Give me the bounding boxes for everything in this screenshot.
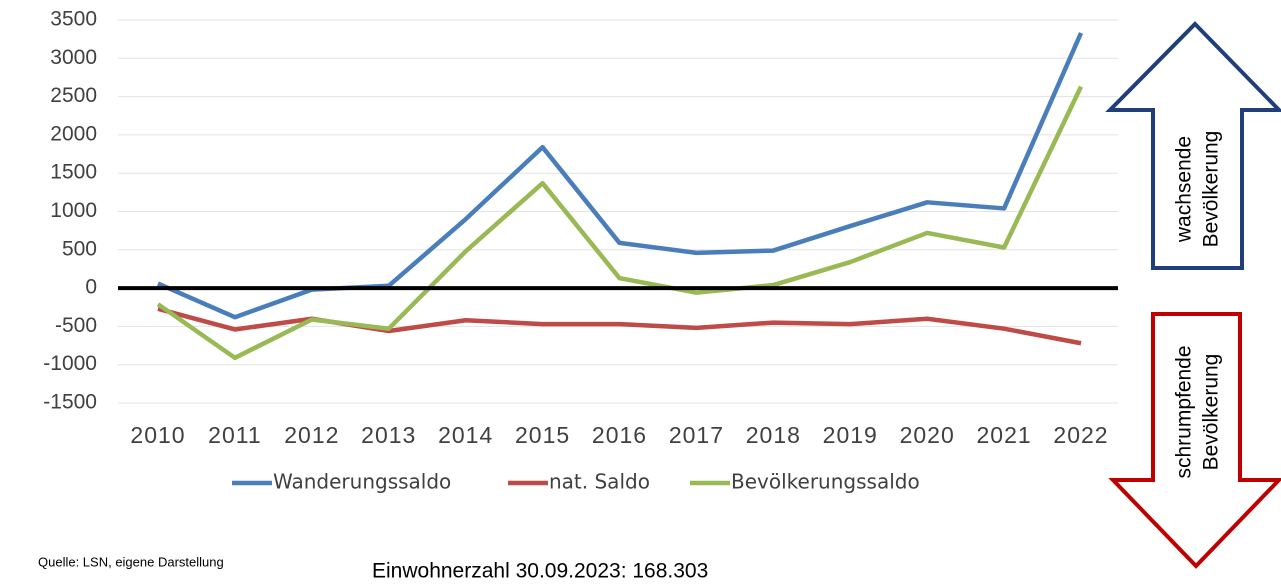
x-tick-label: 2018 [746,422,801,448]
y-tick-label: -1000 [43,352,97,375]
arrow-label: wachsende [1173,136,1196,243]
arrow-label: Bevölkerung [1200,354,1223,471]
y-tick-label: 1500 [50,161,97,184]
x-tick-label: 2012 [284,422,339,448]
y-tick-label: 3500 [50,8,97,31]
arrow-label: Bevölkerung [1200,131,1223,248]
series-line [156,85,1084,361]
y-tick-label: 2000 [50,122,97,145]
x-tick-label: 2014 [438,422,493,448]
source: Quelle: LSN, eigene Darstellung [38,554,224,569]
note: Einwohnerzahl 30.09.2023: 168.303 [372,560,708,580]
x-tick-label: 2015 [515,422,570,448]
arrow-label: schrumpfende [1173,345,1196,478]
y-tick-label: -1500 [43,391,97,414]
y-tick-label: -500 [55,314,97,337]
legend-label: nat. Saldo [549,470,650,494]
y-tick-label: 0 [85,276,97,299]
x-tick-label: 2017 [669,422,724,448]
x-tick-label: 2013 [361,422,416,448]
y-tick-label: 3000 [50,46,97,69]
legend-label: Wanderungssaldo [273,470,451,494]
x-tick-label: 2011 [208,422,261,448]
x-tick-label: 2010 [130,422,185,448]
x-tick-label: 2016 [592,422,647,448]
shrink-arrow [1108,312,1281,569]
y-tick-label: 1000 [50,199,97,222]
x-tick-label: 2022 [1053,422,1108,448]
x-tick-label: 2020 [900,422,955,448]
y-tick-label: 500 [62,237,97,260]
legend-label: Bevölkerungssaldo [731,470,920,494]
x-tick-label: 2019 [823,422,878,448]
y-tick-label: 2500 [50,84,97,107]
growth-arrow [1105,21,1281,270]
x-tick-label: 2021 [976,422,1031,448]
